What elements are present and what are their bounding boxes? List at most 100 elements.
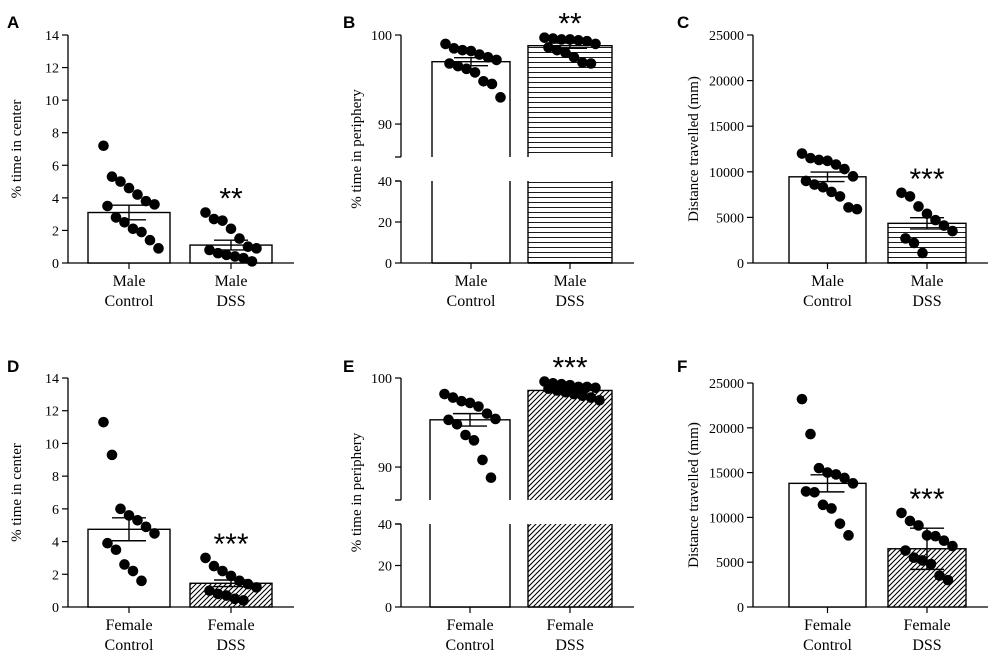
y-tick-label: 2 [52, 224, 59, 239]
bar-upper [528, 45, 612, 158]
x-category-label: DSS [912, 637, 941, 654]
data-point [473, 401, 484, 412]
y-tick-label: 5000 [716, 556, 744, 571]
x-category-label: DSS [555, 293, 584, 310]
data-point [817, 499, 829, 511]
data-point [98, 416, 109, 428]
data-point [556, 34, 567, 45]
data-point [947, 225, 958, 237]
data-point [491, 54, 502, 66]
x-category-label: Female [903, 617, 950, 634]
x-category-label: Control [803, 637, 852, 654]
data-point [900, 545, 911, 556]
y-axis-label: % time in center [9, 443, 25, 542]
data-point [796, 393, 808, 405]
data-point [594, 394, 605, 406]
data-point [474, 49, 485, 60]
data-point [251, 243, 262, 254]
y-tick-label: 25000 [709, 377, 744, 392]
data-point [208, 560, 220, 572]
y-tick-label: 0 [385, 601, 392, 616]
data-point [925, 558, 937, 570]
x-category-label: Female [105, 617, 152, 634]
panel-label: A [7, 13, 19, 32]
data-point [204, 585, 215, 596]
data-point [551, 385, 563, 396]
data-point [115, 503, 126, 515]
data-point [448, 43, 460, 54]
data-point [490, 413, 501, 425]
data-point [843, 202, 854, 213]
data-point [913, 201, 924, 212]
x-category-label: Male [215, 273, 248, 290]
panel-label: C [677, 13, 689, 32]
y-tick-label: 10000 [709, 511, 744, 526]
data-point [822, 467, 833, 478]
y-axis-label: Distance travelled (mm) [686, 76, 702, 222]
data-point [942, 574, 954, 586]
data-point [539, 32, 550, 43]
x-category-label: DSS [216, 637, 245, 654]
data-point [813, 154, 825, 166]
y-tick-label: 6 [52, 159, 59, 174]
data-point [826, 186, 837, 198]
panel-f: F 0 5000 10000 15000 20000 25000 Distance trave… [677, 357, 988, 654]
x-category-label: Control [803, 293, 852, 310]
y-tick-label: 0 [385, 257, 392, 272]
data-point [577, 57, 588, 68]
data-point [805, 428, 816, 440]
data-point [106, 449, 118, 461]
data-point [123, 182, 135, 194]
data-point [106, 171, 118, 182]
data-point [917, 555, 928, 566]
x-category-label: Male [113, 273, 146, 290]
data-point [847, 171, 859, 182]
x-category-label: DSS [216, 293, 245, 310]
data-point [229, 251, 241, 262]
data-point [460, 429, 471, 441]
data-point [839, 472, 850, 484]
data-point [822, 155, 833, 167]
data-point [560, 47, 571, 59]
x-category-label: Female [207, 617, 254, 634]
x-category-label: Male [455, 273, 488, 290]
data-point [217, 565, 228, 577]
data-point [149, 528, 160, 539]
y-tick-label: 6 [52, 503, 59, 518]
x-category-label: Female [804, 617, 851, 634]
data-point [132, 189, 143, 200]
x-category-label: Female [546, 617, 593, 634]
data-point [229, 593, 241, 605]
data-point [560, 386, 571, 398]
data-point [585, 58, 597, 69]
y-tick-label: 12 [45, 62, 59, 77]
y-tick-label: 20000 [709, 75, 744, 90]
data-point [127, 223, 139, 235]
data-point [456, 395, 467, 407]
data-point [564, 34, 576, 45]
panel-e: E 90 100 0 20 40 % time in periphery Female Cont… [343, 352, 634, 654]
y-tick-label: 40 [378, 518, 392, 533]
data-point [805, 152, 816, 164]
data-point [830, 159, 842, 170]
data-point [921, 530, 933, 541]
x-category-label: Male [911, 273, 944, 290]
y-tick-label: 8 [52, 470, 59, 485]
data-point [921, 208, 933, 220]
data-point [140, 521, 152, 533]
x-category-label: DSS [912, 293, 941, 310]
y-tick-label: 2 [52, 568, 59, 583]
data-point [212, 247, 224, 259]
data-point [809, 179, 820, 190]
significance-marker: ** [558, 8, 582, 41]
data-point [119, 216, 130, 228]
bar-upper [430, 419, 510, 500]
x-category-label: Female [446, 617, 493, 634]
data-point [136, 226, 147, 238]
bar-lower [527, 181, 613, 264]
data-point [439, 388, 450, 400]
data-point [246, 256, 258, 267]
data-point [110, 212, 122, 223]
panel-label: E [343, 357, 354, 376]
y-tick-label: 0 [52, 257, 59, 272]
